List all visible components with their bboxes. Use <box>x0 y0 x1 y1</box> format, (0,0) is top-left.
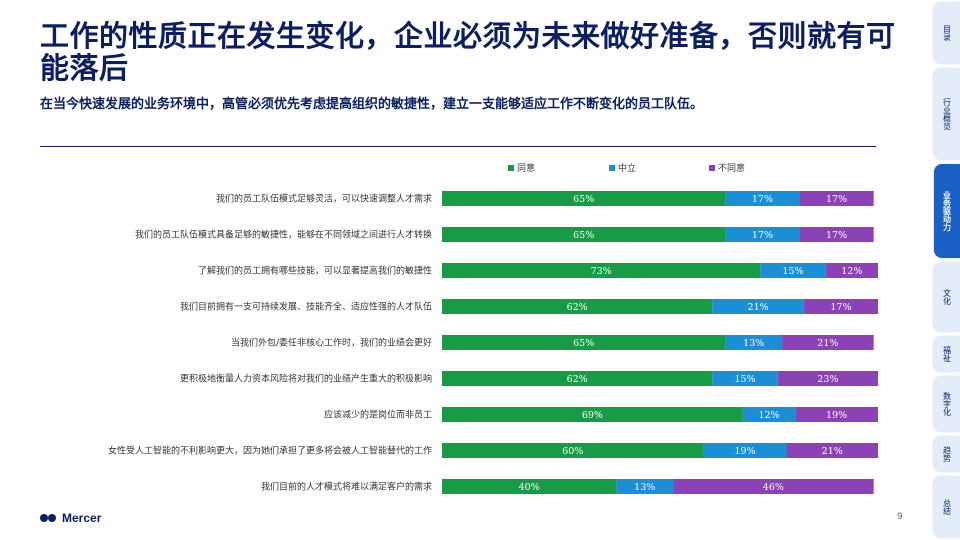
legend-label: 同意 <box>517 162 535 174</box>
side-nav-tab-7[interactable]: 趋势 <box>934 436 960 472</box>
bar-segment <box>742 407 796 422</box>
header-divider <box>40 146 876 147</box>
data-label: 17% <box>826 194 847 205</box>
data-label: 17% <box>826 230 847 241</box>
category-label: 我们目前拥有一支可持续发展、技能齐全、适应性强的人才队伍 <box>180 301 432 313</box>
bar-segment <box>825 263 878 278</box>
data-label: 62% <box>567 302 588 313</box>
side-nav-tab-6[interactable]: 数字化 <box>934 376 960 432</box>
legend-label: 不同意 <box>718 162 745 174</box>
data-label: 19% <box>734 446 755 457</box>
category-label: 我们的员工队伍模式足够灵活，可以快速调整人才需求 <box>216 193 432 205</box>
mercer-logo-icon <box>40 514 56 522</box>
bar-segment <box>442 407 743 422</box>
bar-segment <box>712 371 778 386</box>
bar-segment <box>703 443 787 458</box>
category-label: 我们的员工队伍模式具备足够的敏捷性，能够在不同领域之间进行人才转换 <box>135 229 432 241</box>
data-label: 19% <box>826 410 847 421</box>
page-subtitle: 在当今快速发展的业务环境中，高管必须优先考虑提高组织的敏捷性，建立一支能够适应工… <box>40 97 704 112</box>
mercer-logo: Mercer <box>40 511 101 525</box>
data-label: 65% <box>573 194 594 205</box>
bar-segment <box>777 371 878 386</box>
page-title: 工作的性质正在发生变化，企业必须为未来做好准备，否则就有可能落后 <box>40 19 896 85</box>
bar-segment <box>673 479 874 494</box>
side-nav-tab-label: 文化 <box>942 289 952 305</box>
side-nav-tab-label: 总结 <box>942 499 952 515</box>
data-label: 21% <box>748 302 769 313</box>
data-label: 46% <box>763 482 784 493</box>
data-label: 65% <box>573 230 594 241</box>
data-label: 69% <box>582 410 603 421</box>
side-nav-tab-label: 行业概览 <box>942 98 952 130</box>
bar-segment <box>442 263 761 278</box>
bar-segment <box>760 263 826 278</box>
bar-segment <box>799 227 874 242</box>
legend-swatch <box>709 165 715 171</box>
bar-segment <box>795 407 878 422</box>
category-label: 当我们外包/委任非核心工作时，我们的业绩会更好 <box>231 337 432 349</box>
category-label: 了解我们的员工拥有哪些技能，可以显著提高我们的敏捷性 <box>198 265 432 277</box>
side-nav-tab-2[interactable]: 行业概览 <box>934 68 960 160</box>
side-nav-tab-label: 趋势 <box>942 446 952 462</box>
category-label: 女性受人工智能的不利影响更大，因为她们承担了更多将会被人工智能替代的工作 <box>108 445 432 457</box>
bar-segment <box>442 191 726 206</box>
bar-segment <box>442 443 704 458</box>
data-label: 17% <box>830 302 851 313</box>
data-label: 60% <box>562 446 583 457</box>
bar-segment <box>803 299 878 314</box>
data-label: 21% <box>817 338 838 349</box>
data-label: 23% <box>817 374 838 385</box>
bar-segment <box>799 191 874 206</box>
bar-segment <box>442 299 713 314</box>
bar-segment <box>442 479 617 494</box>
logo-text: Mercer <box>62 511 102 525</box>
side-navigation: 目录行业概览业务驱动力文化福祉数字化趋势总结 <box>934 0 960 540</box>
legend-swatch <box>609 165 615 171</box>
category-label: 我们目前的人才模式将难以满足客户的需求 <box>261 481 432 493</box>
bar-segment <box>442 371 713 386</box>
bar-segment <box>725 191 800 206</box>
side-nav-tab-8[interactable]: 总结 <box>934 476 960 538</box>
side-nav-tab-label: 数字化 <box>942 392 952 416</box>
legend-swatch <box>508 165 514 171</box>
bar-segment <box>712 299 804 314</box>
data-label: 40% <box>519 482 540 493</box>
data-label: 73% <box>591 266 612 277</box>
data-label: 12% <box>841 266 862 277</box>
bar-segment <box>725 335 783 350</box>
data-label: 13% <box>634 482 655 493</box>
data-label: 13% <box>743 338 764 349</box>
data-label: 21% <box>822 446 843 457</box>
side-nav-tab-4[interactable]: 文化 <box>934 262 960 332</box>
data-label: 15% <box>782 266 803 277</box>
data-label: 15% <box>734 374 755 385</box>
legend-label: 中立 <box>618 162 636 174</box>
data-label: 12% <box>758 410 779 421</box>
bar-segment <box>442 335 726 350</box>
side-nav-tab-3[interactable]: 业务驱动力 <box>934 164 960 258</box>
side-nav-tab-label: 业务驱动力 <box>942 191 952 231</box>
data-label: 17% <box>752 230 773 241</box>
bar-segment <box>616 479 674 494</box>
data-label: 17% <box>752 194 773 205</box>
side-nav-tab-label: 目录 <box>942 25 952 41</box>
bar-segment <box>782 335 874 350</box>
side-nav-tab-label: 福祉 <box>942 346 952 362</box>
side-nav-tab-5[interactable]: 福祉 <box>934 336 960 372</box>
data-label: 65% <box>573 338 594 349</box>
category-label: 更积极地衡量人力资本风险将对我们的业绩产生重大的积极影响 <box>180 373 432 385</box>
bar-segment <box>725 227 800 242</box>
bar-segment <box>442 227 726 242</box>
category-label: 应该减少的是岗位而非员工 <box>324 409 432 421</box>
data-label: 62% <box>567 374 588 385</box>
bar-segment <box>786 443 878 458</box>
page-number: 9 <box>897 512 903 522</box>
side-nav-tab-1[interactable]: 目录 <box>934 2 960 64</box>
